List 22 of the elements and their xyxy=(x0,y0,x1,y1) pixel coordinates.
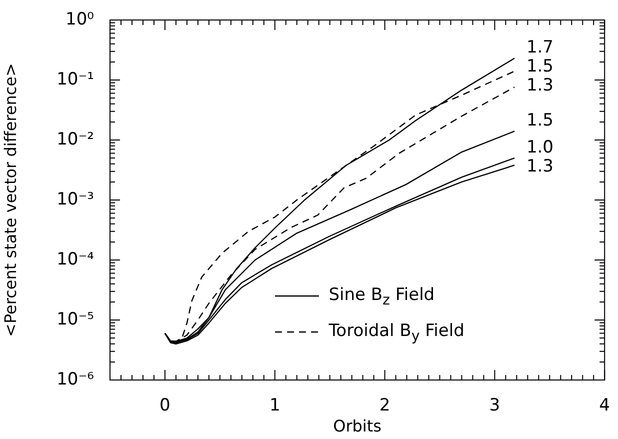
series-label: 1.3 xyxy=(526,76,554,96)
x-tick-label: 3 xyxy=(489,396,500,416)
y-axis-title: <Percent state vector difference> xyxy=(0,63,20,337)
y-tick-label: 10⁻³ xyxy=(56,189,94,210)
y-tick-label: 10⁻² xyxy=(56,129,94,150)
annotation: Sine B$_{z}$ Field xyxy=(328,284,435,308)
x-tick-label: 2 xyxy=(379,396,390,416)
y-tick-label: 10⁰ xyxy=(66,9,94,30)
y-tick-label: 10⁻⁵ xyxy=(56,309,94,330)
legend-label: 1.7 xyxy=(526,38,554,58)
x-tick-label: 0 xyxy=(160,396,170,416)
x-tick-label: 1 xyxy=(269,396,280,416)
y-tick-label: 10⁻¹ xyxy=(56,69,94,90)
annotation: Toroidal B$_{y}$ Field xyxy=(328,320,464,344)
x-tick-label: 4 xyxy=(599,396,610,416)
y-tick-label: 10⁻⁶ xyxy=(56,369,94,390)
x-axis-title: Orbits xyxy=(333,416,382,436)
series-label: 1.0 xyxy=(526,137,554,158)
y-tick-label: 10⁻⁴ xyxy=(56,249,94,270)
series-label: 1.5 xyxy=(526,110,554,131)
series-label: 1.3 xyxy=(526,156,554,176)
series-label: 1.5 xyxy=(526,56,554,77)
